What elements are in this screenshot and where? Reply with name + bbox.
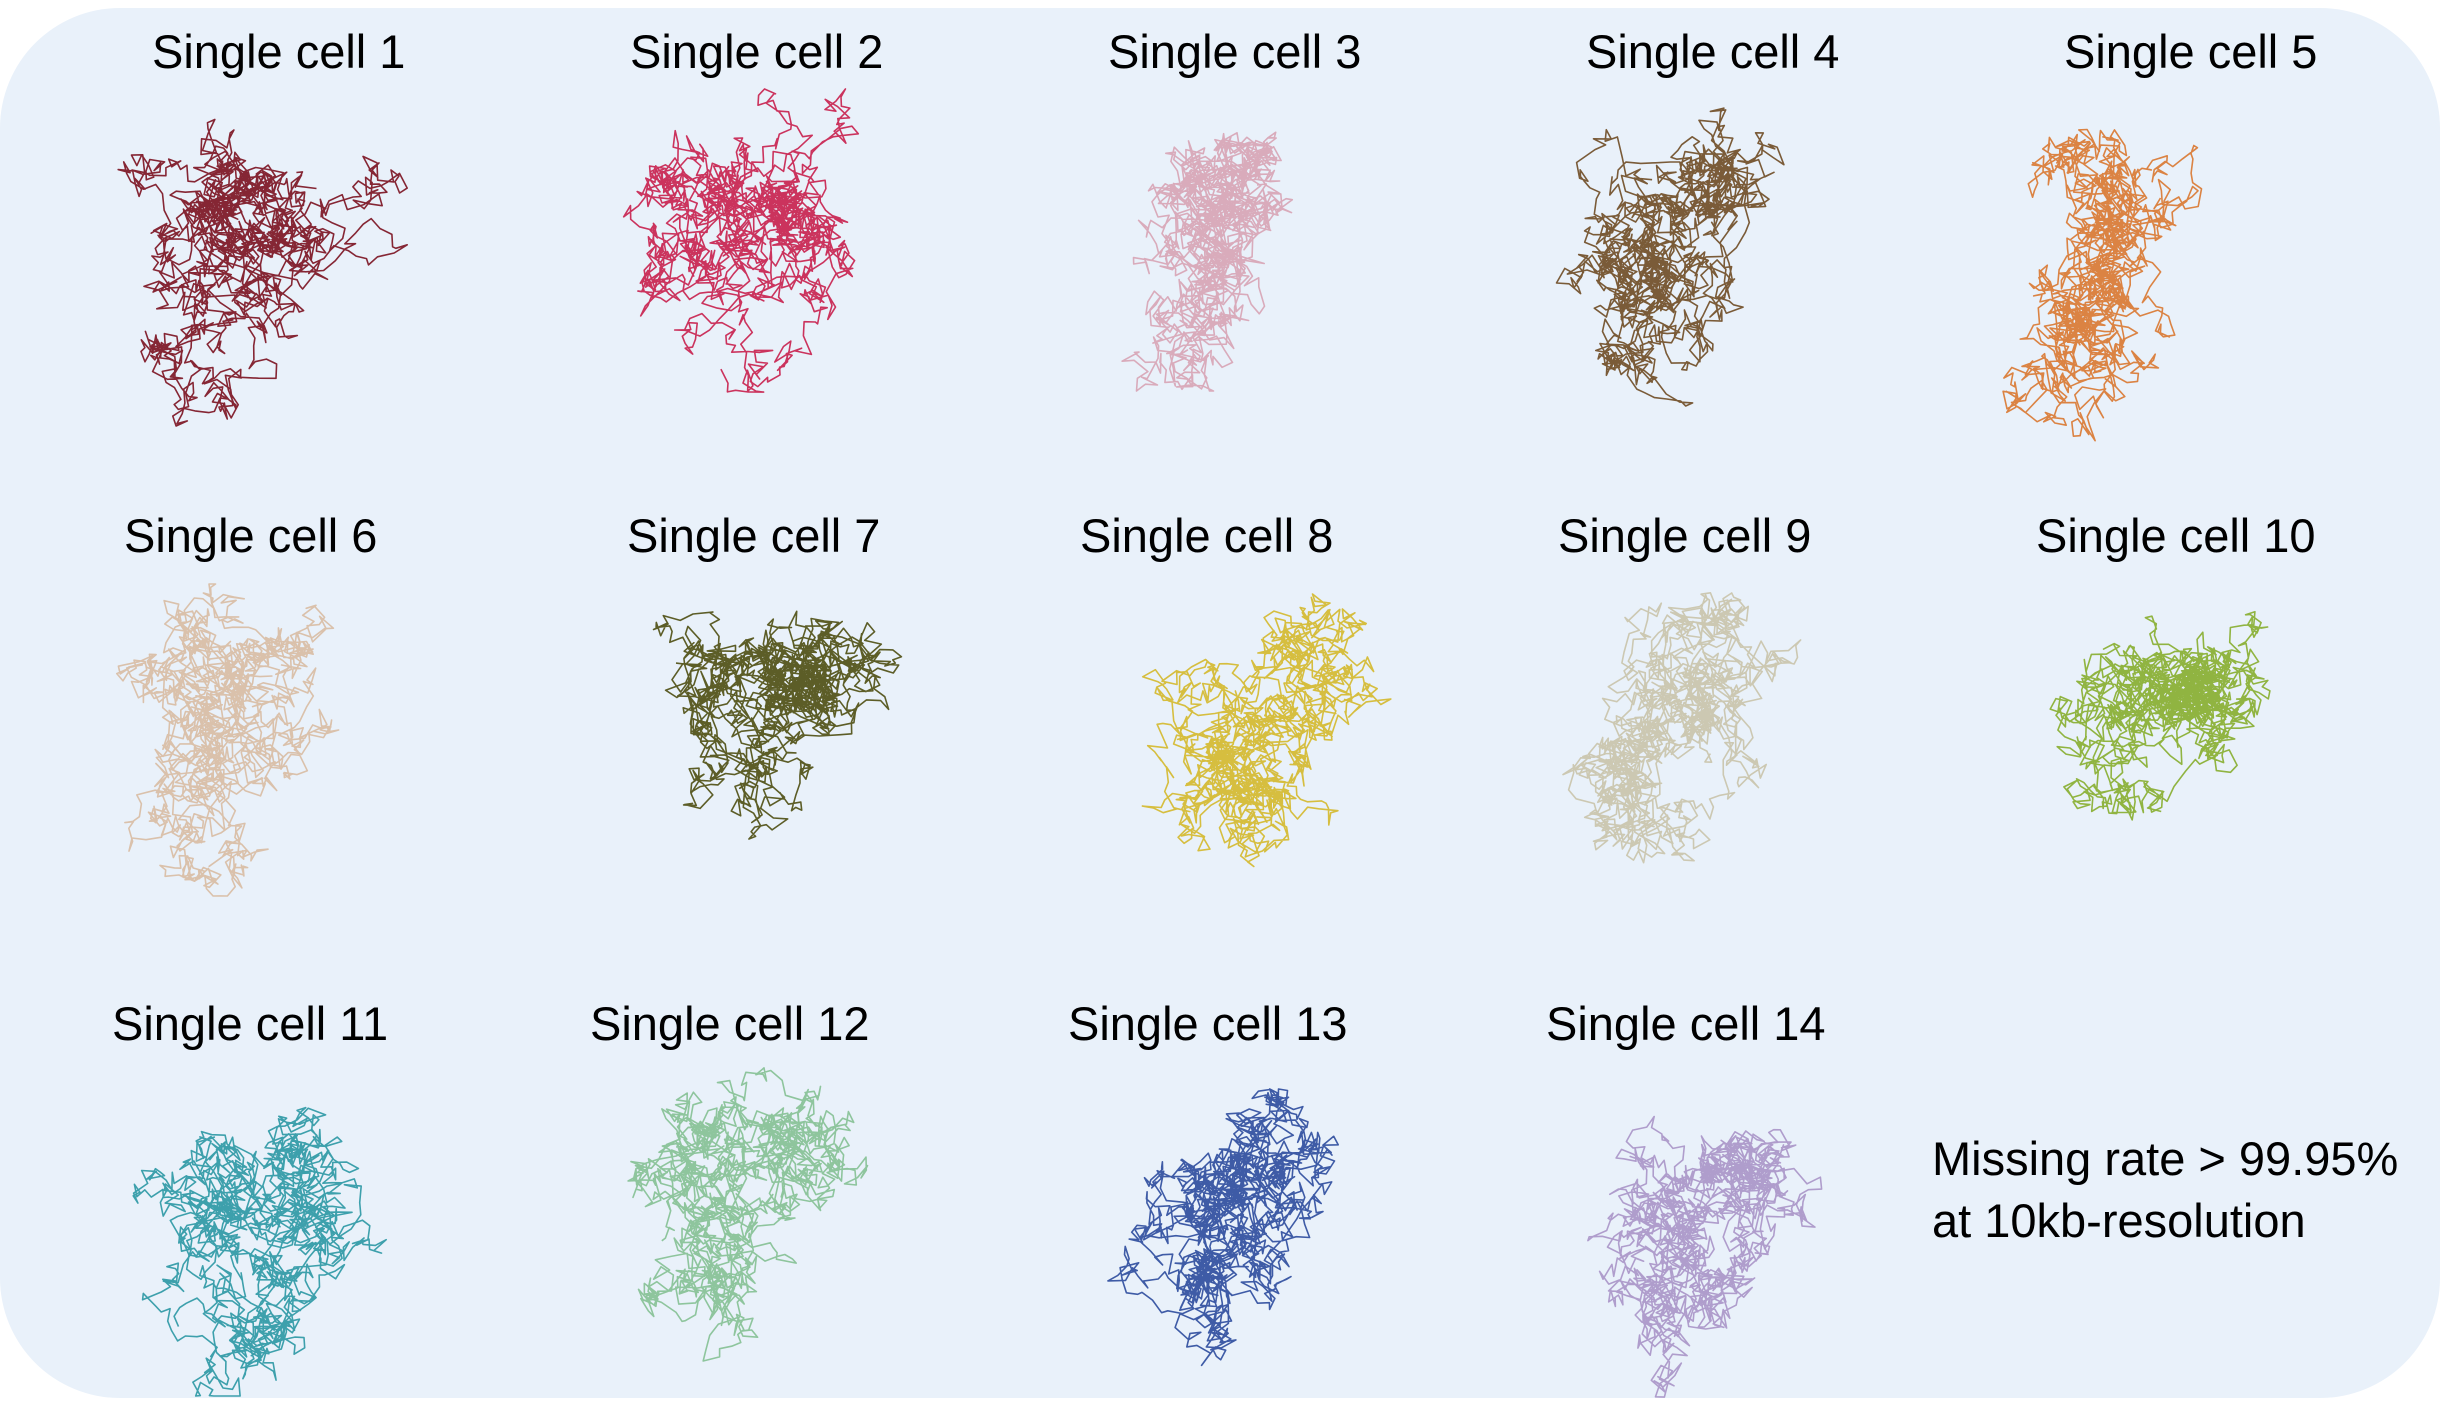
structure-1 bbox=[117, 118, 408, 427]
cell-label-3: Single cell 3 bbox=[1108, 25, 1362, 78]
cell-label-14: Single cell 14 bbox=[1546, 997, 1826, 1050]
structure-9 bbox=[1562, 592, 1802, 864]
structure-5 bbox=[2002, 128, 2203, 442]
note-line-1: Missing rate > 99.95% bbox=[1932, 1132, 2399, 1185]
structure-4 bbox=[1555, 107, 1785, 407]
structure-8 bbox=[1141, 593, 1392, 868]
chromatin-trace bbox=[116, 583, 340, 897]
cell-label-12: Single cell 12 bbox=[590, 997, 870, 1050]
structure-13 bbox=[1107, 1088, 1339, 1367]
structure-11 bbox=[132, 1106, 387, 1397]
chromatin-trace bbox=[2002, 128, 2203, 442]
chromatin-trace bbox=[1107, 1088, 1339, 1367]
structure-12 bbox=[627, 1067, 869, 1362]
cell-label-8: Single cell 8 bbox=[1080, 509, 1334, 562]
cell-label-7: Single cell 7 bbox=[627, 509, 881, 562]
cell-label-2: Single cell 2 bbox=[630, 25, 884, 78]
cell-label-5: Single cell 5 bbox=[2064, 25, 2318, 78]
chromatin-trace bbox=[1121, 131, 1294, 392]
cell-label-9: Single cell 9 bbox=[1558, 509, 1812, 562]
structure-3 bbox=[1121, 131, 1294, 392]
structure-14 bbox=[1587, 1115, 1823, 1398]
chromatin-trace bbox=[2049, 610, 2271, 821]
structure-10 bbox=[2049, 610, 2271, 821]
cell-label-10: Single cell 10 bbox=[2036, 509, 2316, 562]
structure-2 bbox=[622, 88, 860, 393]
chromatin-trace bbox=[1587, 1115, 1823, 1398]
note-line-2: at 10kb-resolution bbox=[1932, 1194, 2306, 1247]
cell-label-6: Single cell 6 bbox=[124, 509, 378, 562]
cell-label-4: Single cell 4 bbox=[1586, 25, 1840, 78]
chromatin-trace bbox=[132, 1106, 387, 1397]
chromatin-trace bbox=[622, 88, 860, 393]
structure-7 bbox=[652, 610, 903, 840]
chromatin-trace bbox=[1141, 593, 1392, 868]
chromatin-trace bbox=[1562, 592, 1802, 864]
cell-label-1: Single cell 1 bbox=[152, 25, 406, 78]
missing-rate-note: Missing rate > 99.95% at 10kb-resolution bbox=[1932, 1128, 2398, 1252]
chromatin-trace bbox=[652, 610, 903, 840]
cell-label-11: Single cell 11 bbox=[112, 997, 389, 1050]
chromatin-trace bbox=[1555, 107, 1785, 407]
structure-6 bbox=[116, 583, 340, 897]
chromatin-trace bbox=[117, 118, 408, 427]
chromatin-trace bbox=[627, 1067, 869, 1362]
cell-label-13: Single cell 13 bbox=[1068, 997, 1348, 1050]
